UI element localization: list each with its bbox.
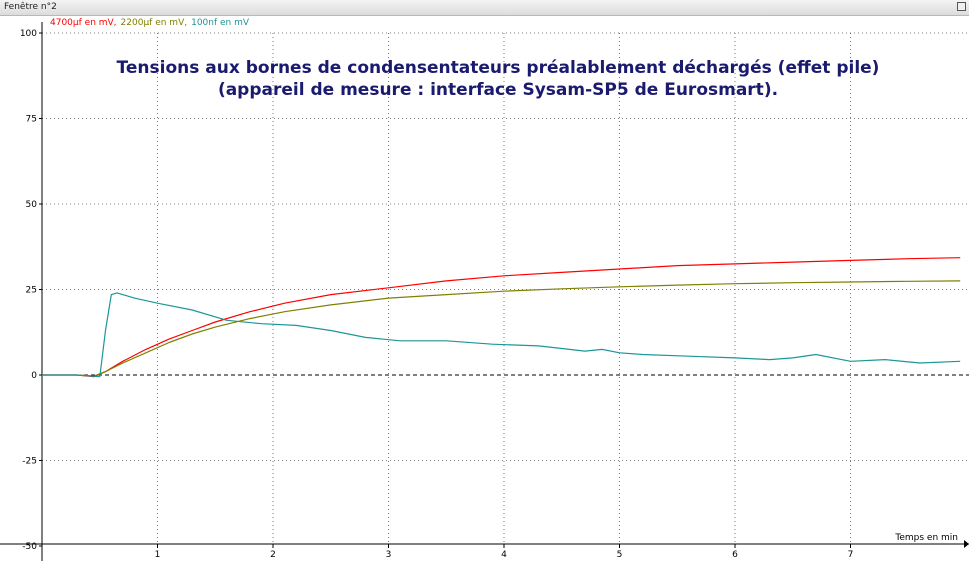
grid <box>42 32 969 544</box>
legend-item-2: 100nf en mV <box>191 18 250 28</box>
y-tick-label: 100 <box>20 29 37 39</box>
chart-subtitle: (appareil de mesure : interface Sysam-SP… <box>218 80 778 100</box>
x-tick-label: 2 <box>270 550 276 560</box>
legend: 4700µf en mV, 2200µf en mV, 100nf en mV <box>50 18 250 28</box>
legend-item-0: 4700µf en mV, <box>50 18 117 28</box>
x-tick-label: 4 <box>501 550 507 560</box>
series-line-2 <box>42 292 961 378</box>
y-tick-label: 0 <box>31 371 37 381</box>
x-tick-label: 6 <box>732 550 738 560</box>
y-tick-label: -25 <box>22 457 37 467</box>
x-axis-arrow <box>964 540 969 548</box>
y-tick-label: 75 <box>26 115 37 125</box>
close-button[interactable] <box>957 2 966 11</box>
window-title: Fenêtre n°2 <box>4 2 57 12</box>
chart-title: Tensions aux bornes de condensentateurs … <box>117 58 880 78</box>
series-layer <box>42 257 961 378</box>
axes: -50 -25 0 25 50 75 100 1 2 3 4 5 6 7 <box>0 22 969 561</box>
y-tick-label: 25 <box>26 286 37 296</box>
x-tick-label: 5 <box>617 550 623 560</box>
y-tick-label: -50 <box>22 542 37 552</box>
x-tick-label: 7 <box>848 550 854 560</box>
x-tick-label: 1 <box>155 550 161 560</box>
y-tick-label: 50 <box>26 200 38 210</box>
legend-item-1: 2200µf en mV, <box>121 18 188 28</box>
x-axis-label: Temps en min <box>894 533 958 543</box>
series-line-1 <box>42 280 961 377</box>
series-line-0 <box>42 257 961 378</box>
window-titlebar: Fenêtre n°2 <box>0 0 969 16</box>
x-tick-label: 3 <box>386 550 392 560</box>
